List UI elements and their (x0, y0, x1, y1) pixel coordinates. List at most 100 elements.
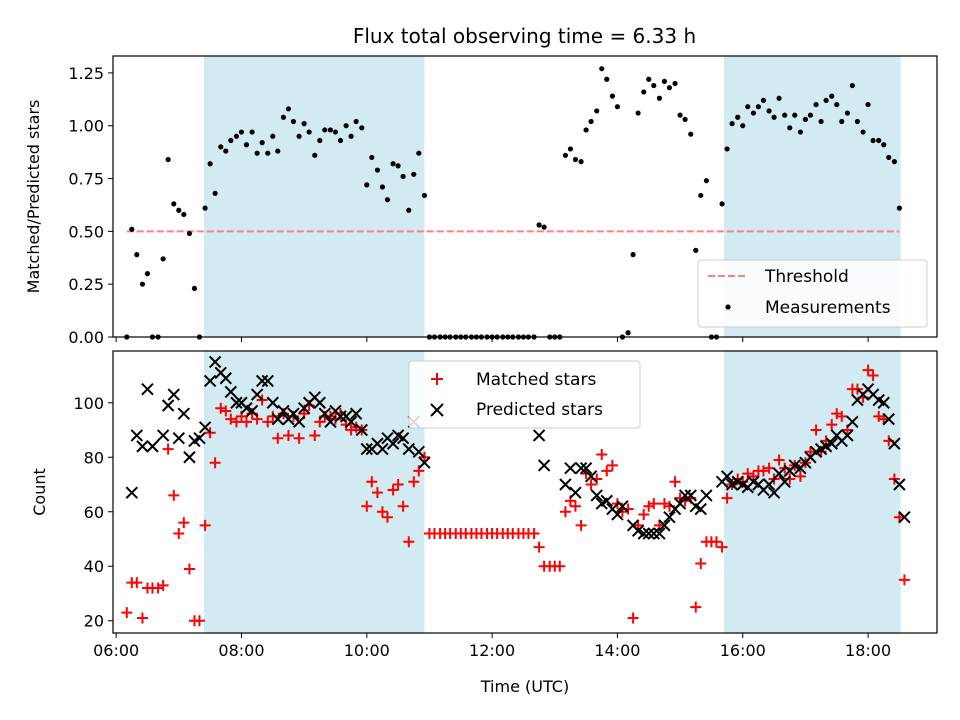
measurement-point (238, 129, 245, 135)
predicted-star-point (193, 431, 206, 445)
predicted-star-point (893, 478, 906, 491)
measurement-point (379, 184, 386, 190)
predicted-star-point (219, 372, 232, 385)
predicted-star-point (250, 388, 264, 401)
predicted-star-point (694, 502, 707, 516)
predicted-star-point (882, 412, 895, 426)
matched-star-point (282, 429, 294, 441)
matched-star-point (826, 419, 838, 431)
predicted-star-point (772, 467, 786, 480)
measurement-point (609, 93, 616, 99)
predicted-star-point (898, 510, 911, 524)
measurement-point (802, 116, 809, 122)
predicted-star-point (344, 415, 358, 429)
measurement-point (755, 104, 762, 110)
y-tick-label: 100 (73, 394, 104, 413)
measurement-point (860, 129, 866, 135)
measurement-point (745, 104, 751, 110)
matched-star-point (763, 462, 775, 474)
matched-star-point (627, 612, 639, 624)
measurement-point (416, 150, 422, 156)
predicted-star-point (287, 407, 300, 420)
measurement-point (400, 173, 406, 180)
shaded-region (203, 351, 425, 633)
measurement-point (421, 192, 428, 199)
measurement-point (343, 123, 349, 129)
predicted-star-point (658, 519, 671, 532)
bottom-ylabel: Count (30, 468, 49, 516)
y-tick-label: 40 (84, 557, 104, 576)
matched-star-point (559, 506, 571, 518)
matched-star-point (690, 601, 702, 613)
predicted-star-point (313, 396, 326, 409)
top-ylabel: Matched/Predicted stars (24, 100, 43, 294)
bottom-xlabel: Time (UTC) (480, 677, 569, 696)
measurement-point (771, 114, 777, 120)
matched-star-point (293, 432, 305, 444)
predicted-star-point (678, 489, 692, 502)
measurement-point (223, 148, 229, 154)
predicted-star-point (177, 407, 191, 420)
x-tick-label: 14:00 (594, 641, 640, 660)
matched-star-point (648, 498, 660, 510)
measurement-point (359, 125, 365, 131)
measurement-point (134, 252, 140, 258)
measurement-point (876, 137, 882, 144)
predicted-star-point (261, 374, 274, 388)
matched-star-point (230, 416, 242, 428)
measurement-point (630, 252, 636, 258)
predicted-star-point (318, 407, 332, 420)
matched-star-point (366, 476, 378, 488)
measurement-point (202, 205, 208, 211)
measurement-point (212, 190, 218, 196)
predicted-star-point (600, 494, 613, 508)
matched-star-point (710, 536, 722, 548)
predicted-star-point (532, 429, 546, 442)
measurement-point (839, 118, 845, 125)
measurement-point (844, 110, 850, 116)
predicted-star-point (203, 374, 217, 388)
measurement-point (735, 114, 741, 120)
measurement-point (677, 112, 683, 118)
x-tick-label: 08:00 (218, 641, 264, 660)
matched-star-point (240, 416, 252, 428)
predicted-star-point (230, 396, 243, 409)
predicted-star-point (167, 388, 180, 401)
predicted-star-point (564, 461, 577, 475)
predicted-star-point (386, 437, 400, 450)
measurement-point (536, 222, 542, 228)
predicted-star-point (396, 431, 410, 445)
predicted-star-point (663, 510, 676, 524)
predicted-star-point (183, 451, 196, 464)
matched-star-point (851, 383, 863, 395)
measurement-point (865, 101, 871, 108)
measurement-point (807, 112, 814, 118)
predicted-star-point (324, 415, 337, 429)
predicted-star-point (653, 527, 666, 540)
measurement-point (306, 129, 312, 135)
measurement-point (301, 121, 307, 127)
matched-star-point (371, 487, 383, 499)
measurement-point (578, 159, 584, 165)
measurement-point (265, 150, 271, 156)
matched-legend-label: Matched stars (476, 370, 596, 390)
measurement-point (233, 133, 240, 139)
measurement-point (604, 76, 610, 82)
predicted-star-point (778, 475, 791, 488)
predicted-star-point (355, 423, 368, 437)
x-tick-label: 10:00 (344, 641, 390, 660)
measurement-point (395, 163, 401, 169)
measurement-point (191, 285, 198, 292)
measurement-point (144, 271, 151, 277)
y-tick-label: 0.75 (68, 170, 104, 189)
predicted-star-point (412, 445, 425, 459)
predicted-star-point (841, 429, 854, 442)
measurement-point (369, 154, 375, 161)
measurement-point (411, 171, 417, 177)
measurements-legend-label: Measurements (765, 298, 891, 318)
matched-star-point (225, 413, 237, 425)
measurement-point (332, 129, 339, 135)
measurement-point (588, 118, 594, 125)
measurement-point (729, 121, 735, 127)
predicted-star-point (418, 456, 431, 469)
